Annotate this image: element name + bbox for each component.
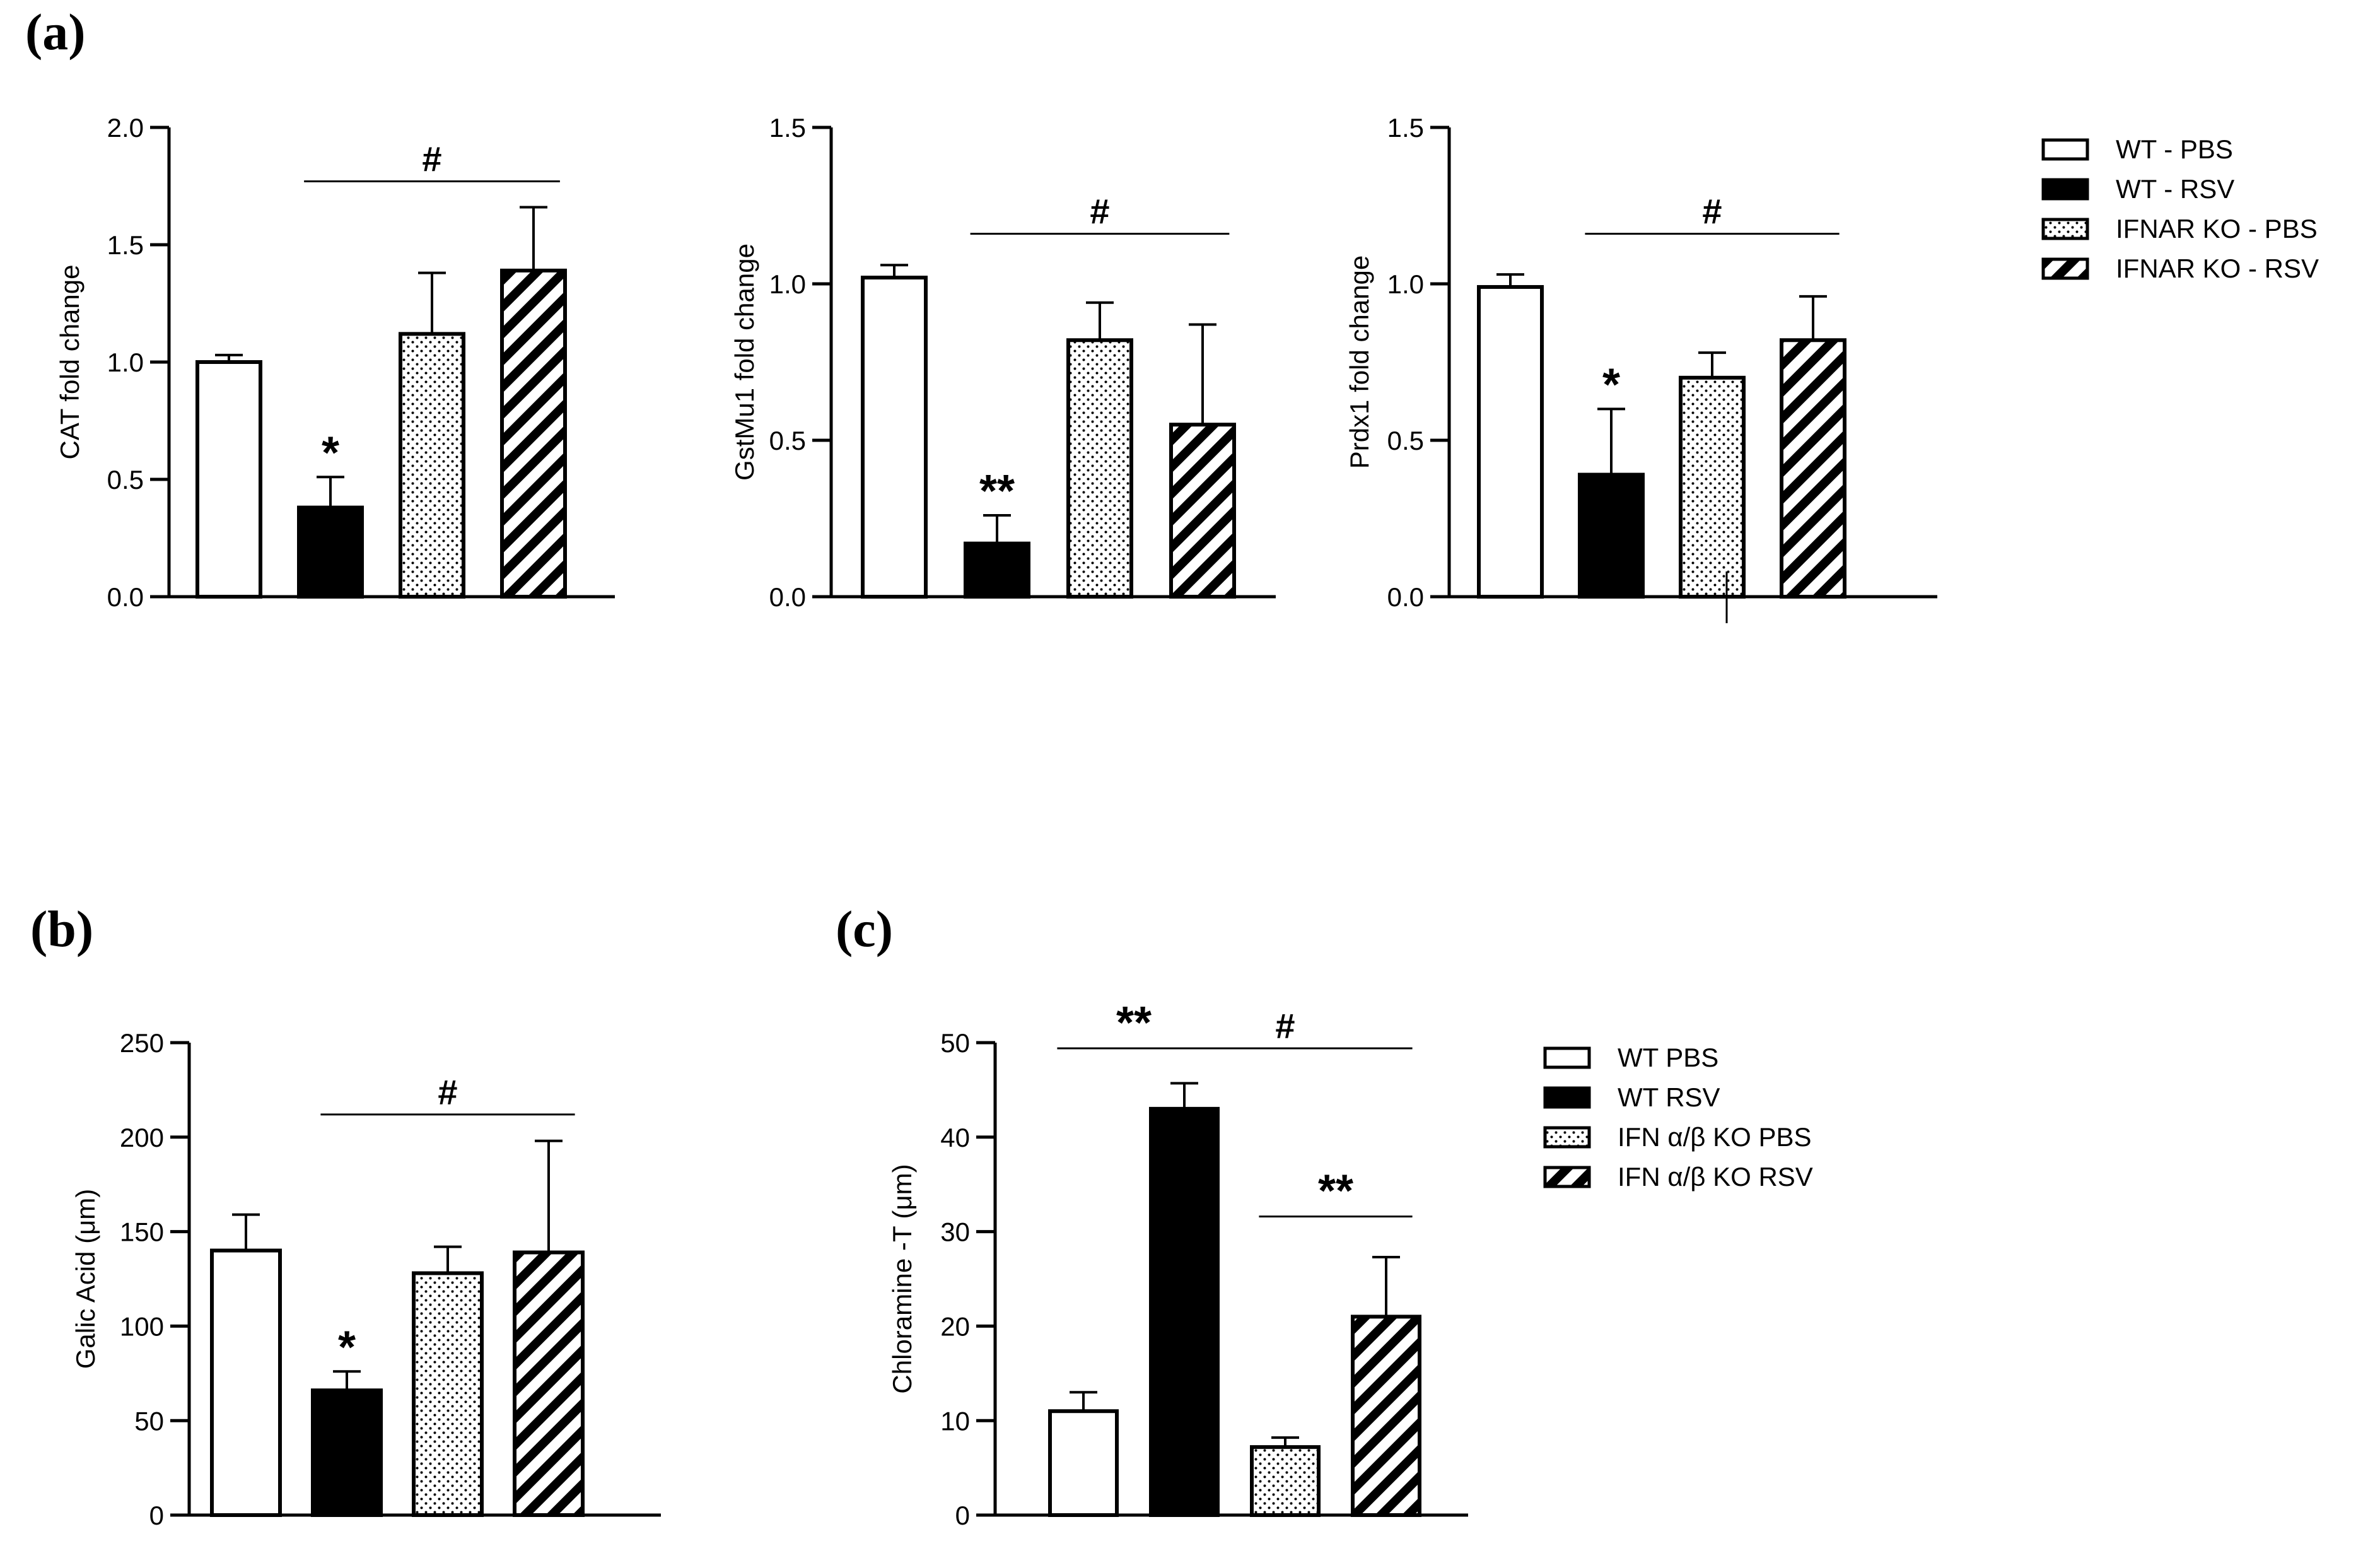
panel-label-b: (b) [30,900,93,957]
bar-black [1578,472,1645,599]
y-tick-label: 2.0 [107,113,144,143]
y-tick-label: 20 [940,1312,970,1342]
legend-label: IFN α/β KO RSV [1618,1162,1813,1192]
bar-white [195,360,262,599]
y-tick-label: 0.5 [1387,426,1424,455]
bar-dots [399,332,465,599]
legend-label: IFNAR KO - RSV [2116,254,2319,283]
legend-label: WT - RSV [2116,174,2234,204]
y-tick-label: 1.0 [1387,269,1424,299]
comparison-label: ** [1116,998,1152,1048]
chart-chloramine-t: 0 10 20 30 40 50 Chloramine -T (μm) ** # ** [887,998,1468,1530]
comparison-label: # [438,1072,457,1112]
comparison-label: ** [1318,1166,1353,1217]
y-tick-label: 0 [149,1501,164,1530]
y-tick-label: 40 [940,1123,970,1152]
legend-swatch-dots [1543,1126,1591,1149]
y-tick-label: 1.5 [1387,113,1424,143]
legend-swatch-black [1543,1086,1591,1109]
panel-label-c: (c) [836,900,893,957]
y-tick-label: 1.5 [769,113,806,143]
y-tick-label: 0.0 [769,582,806,612]
panel-label-a: (a) [25,3,86,61]
significance-label: * [1602,360,1620,410]
comparison-label: # [422,139,441,179]
legend-label: WT RSV [1618,1082,1720,1112]
chart-galic-acid: 0 50 100 150 200 250 Galic Acid (μm) * # [71,1028,661,1530]
legend-label: WT - PBS [2116,134,2233,164]
bar-hatch [513,1250,585,1518]
legend-swatch-black [2041,178,2089,201]
y-tick-label: 0.5 [769,426,806,455]
y-tick-label: 0.5 [107,465,144,495]
y-tick-label: 1.0 [107,348,144,377]
y-tick-label: 100 [120,1312,164,1342]
comparison-label: # [1275,1006,1295,1046]
y-tick-label: 10 [940,1406,970,1436]
y-axis-title: GstMu1 fold change [730,243,759,481]
bar-black [311,1388,383,1517]
bar-black [964,541,1030,599]
bar-hatch [500,268,567,599]
bar-hatch [1351,1315,1421,1517]
legend-swatch-hatch [1543,1166,1591,1188]
y-axis-title: Prdx1 fold change [1345,255,1374,469]
bar-hatch [1780,338,1846,599]
y-tick-label: 0 [955,1501,970,1530]
bar-hatch [1169,423,1236,599]
y-tick-label: 30 [940,1217,970,1247]
legend-swatch-dots [2041,218,2089,240]
bar-white [210,1248,282,1518]
significance-label: * [322,428,339,478]
bar-white [861,276,928,599]
y-tick-label: 200 [120,1123,164,1152]
chart-prdx1-fold-change: 0.0 0.5 1.0 1.5 Prdx1 fold change * # [1345,113,1937,623]
bar-dots [1066,338,1133,599]
legend-label: WT PBS [1618,1043,1718,1072]
y-tick-label: 250 [120,1028,164,1058]
bar-black [1149,1106,1220,1517]
y-axis-title: Galic Acid (μm) [71,1189,100,1369]
y-tick-label: 1.0 [769,269,806,299]
y-tick-label: 50 [134,1406,164,1436]
bar-dots [1250,1445,1321,1518]
legend-swatch-hatch [2041,257,2089,280]
y-axis-title: Chloramine -T (μm) [887,1164,917,1393]
legend-label: IFN α/β KO PBS [1618,1122,1812,1152]
legend-a: WT - PBS WT - RSV IFNAR KO - PBS IFNAR KO -… [2041,134,2319,283]
chart-gstmu1-fold-change: 0.0 0.5 1.0 1.5 GstMu1 fold change ** # [730,113,1276,612]
legend-swatch-white [2041,138,2089,161]
comparison-label: # [1090,192,1109,231]
significance-label: ** [979,466,1015,517]
bar-dots [412,1271,484,1517]
bar-dots [1679,375,1746,599]
legend-swatch-white [1543,1046,1591,1069]
y-tick-label: 1.5 [107,230,144,260]
y-axis-title: CAT fold change [55,265,85,460]
y-tick-label: 0.0 [107,582,144,612]
bar-white [1477,284,1544,599]
comparison-label: # [1702,192,1722,231]
y-tick-label: 50 [940,1028,970,1058]
y-tick-label: 150 [120,1217,164,1247]
bar-white [1048,1409,1119,1517]
chart-cat-fold-change: 0.0 0.5 1.0 1.5 2.0 CAT fold change * # [55,113,615,612]
legend-c: WT PBS WT RSV IFN α/β KO PBS IFN α/β KO RSV [1543,1043,1813,1192]
bar-black [297,505,364,599]
legend-label: IFNAR KO - PBS [2116,214,2318,243]
y-tick-label: 0.0 [1387,582,1424,612]
significance-label: * [338,1322,356,1373]
